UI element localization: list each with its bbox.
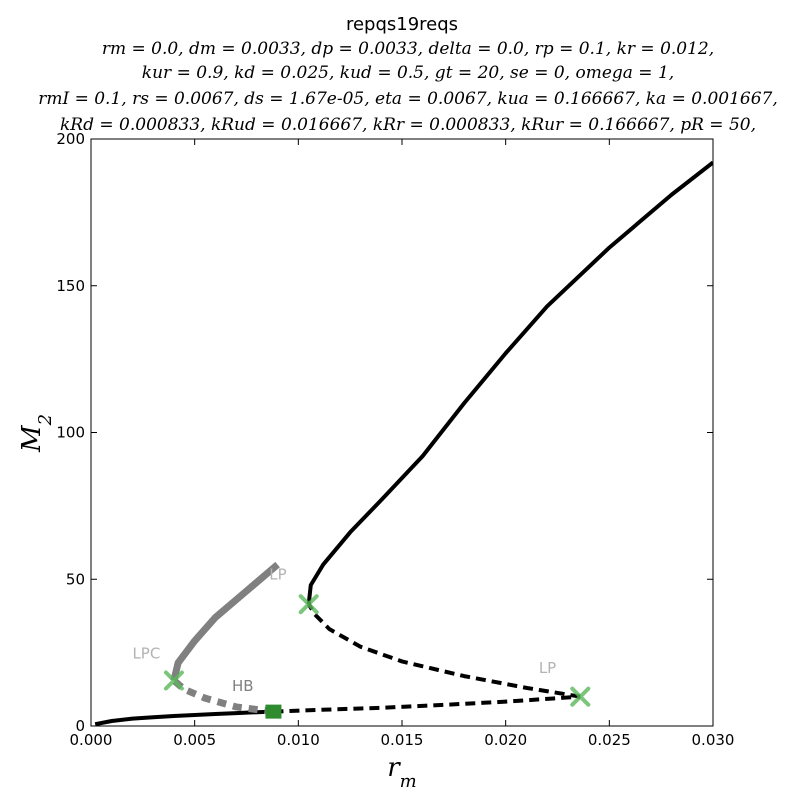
series-line-unstable (273, 694, 581, 714)
y-tick-label: 0 (75, 717, 85, 735)
parameter-line-3: rmI = 0.1, rs = 0.0067, ds = 1.67e-05, e… (38, 89, 778, 109)
x-tick-label: 0.020 (484, 731, 527, 749)
y-tick-label: 200 (56, 130, 85, 148)
marker-lp (570, 686, 591, 707)
y-axis-label: M2 (17, 414, 56, 453)
plot-axes: 0.000 0.005 0.010 0.015 0.020 0.025 0.030 0 50 10… (56, 130, 734, 749)
series-line-stable (94, 709, 274, 726)
y-tick-label: 50 (66, 570, 85, 588)
parameter-line-2: kur = 0.9, kd = 0.025, kud = 0.5, gt = 2… (142, 63, 674, 83)
marker-hb (265, 704, 282, 719)
x-tick-label: 0.015 (381, 731, 424, 749)
x-tick-label: 0.000 (70, 731, 113, 749)
x-tick-label: 0.010 (277, 731, 320, 749)
x-tick-label: 0.030 (692, 731, 735, 749)
chart-title-group: repqs19reqs rm = 0.0, dm = 0.0033, dp = … (38, 14, 778, 135)
series-line-stable-periodic (170, 561, 280, 682)
annotation-hb: HB (232, 677, 254, 695)
x-axis-label: rm (387, 753, 417, 792)
y-tick-label: 150 (56, 277, 85, 295)
marker-lp (298, 594, 319, 615)
plot-frame (90, 138, 714, 727)
x-tick-label: 0.025 (588, 731, 631, 749)
annotation-lpc: LPC (132, 644, 160, 662)
series-line-unstable (306, 603, 581, 699)
plot-annotations: LP LP LPC HB (132, 565, 556, 695)
series-line-stable (306, 160, 713, 605)
annotation-lp: LP (539, 659, 556, 677)
parameter-line-4: kRd = 0.000833, kRud = 0.016667, kRr = 0… (60, 115, 756, 135)
annotation-lp: LP (269, 565, 286, 583)
y-tick-label: 100 (56, 424, 85, 442)
plot-markers (163, 594, 591, 719)
parameter-line-1: rm = 0.0, dm = 0.0033, dp = 0.0033, delt… (102, 39, 714, 59)
plot-lines (94, 160, 713, 726)
marker-lpc (163, 670, 184, 691)
series-line-unstable-periodic (171, 677, 274, 716)
x-tick-label: 0.005 (173, 731, 216, 749)
chart-title: repqs19reqs (346, 14, 458, 35)
